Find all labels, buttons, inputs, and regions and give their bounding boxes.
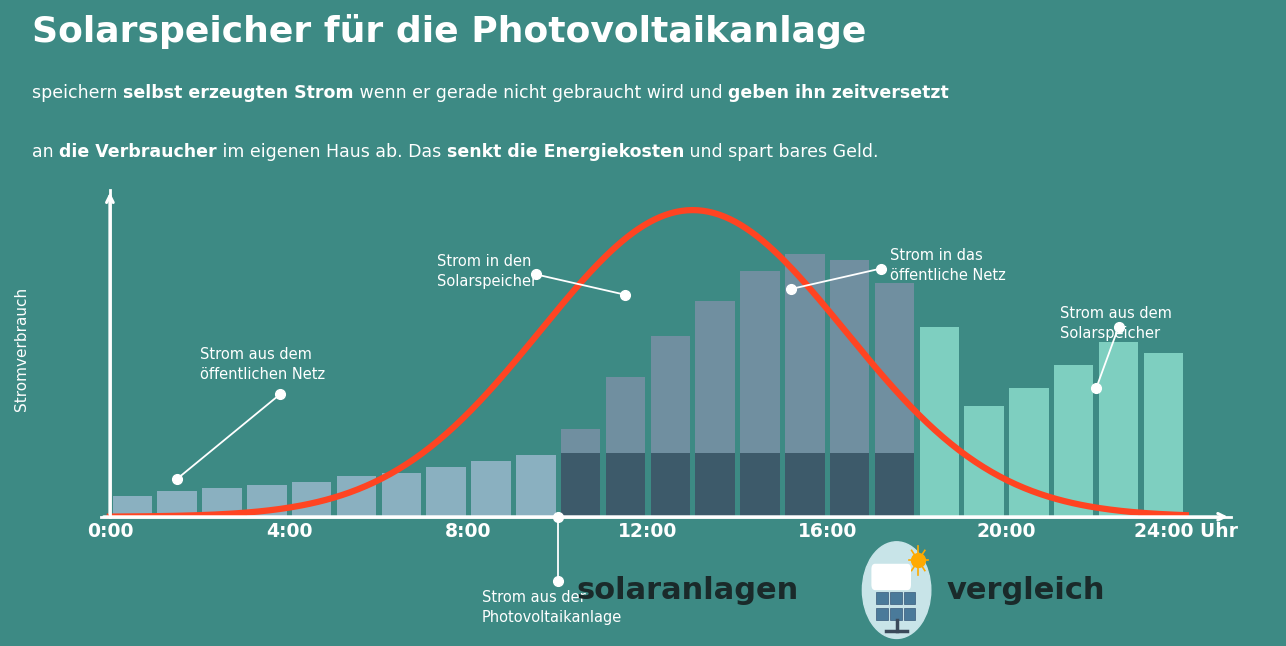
Bar xyxy=(427,467,466,517)
Text: speichern: speichern xyxy=(32,84,123,101)
Text: Stromverbrauch: Stromverbrauch xyxy=(14,287,30,411)
Bar xyxy=(829,260,869,453)
FancyBboxPatch shape xyxy=(877,608,887,620)
FancyBboxPatch shape xyxy=(877,592,887,605)
Bar xyxy=(157,490,197,517)
Text: die Verbraucher: die Verbraucher xyxy=(59,143,217,161)
Ellipse shape xyxy=(863,542,931,638)
Bar xyxy=(784,453,824,517)
FancyBboxPatch shape xyxy=(872,564,910,590)
FancyBboxPatch shape xyxy=(904,592,916,605)
Text: geben ihn zeitversetzt: geben ihn zeitversetzt xyxy=(728,84,949,101)
Text: Strom in das
öffentliche Netz: Strom in das öffentliche Netz xyxy=(890,248,1006,283)
Bar xyxy=(561,453,601,517)
Bar xyxy=(964,406,1004,517)
Bar xyxy=(696,453,734,517)
Bar xyxy=(1010,388,1048,517)
Text: Strom aus dem
Solarspeicher: Strom aus dem Solarspeicher xyxy=(1061,306,1172,341)
Text: Solarspeicher für die Photovoltaikanlage: Solarspeicher für die Photovoltaikanlage xyxy=(32,14,867,49)
Text: selbst erzeugten Strom: selbst erzeugten Strom xyxy=(123,84,354,101)
Text: Strom aus dem
öffentlichen Netz: Strom aus dem öffentlichen Netz xyxy=(199,348,324,382)
Bar xyxy=(1055,365,1093,517)
Bar xyxy=(561,429,601,453)
Text: wenn er gerade nicht gebraucht wird und: wenn er gerade nicht gebraucht wird und xyxy=(354,84,728,101)
Text: solaranlagen: solaranlagen xyxy=(576,576,799,605)
FancyBboxPatch shape xyxy=(904,608,916,620)
Bar xyxy=(516,455,556,517)
Bar xyxy=(829,453,869,517)
Bar xyxy=(471,461,511,517)
Bar xyxy=(741,271,779,453)
Bar xyxy=(741,453,779,517)
Bar xyxy=(1098,342,1138,517)
Bar xyxy=(247,484,287,517)
Bar xyxy=(606,377,646,453)
Bar xyxy=(696,300,734,453)
Bar xyxy=(202,488,242,517)
Bar xyxy=(1143,353,1183,517)
Bar xyxy=(113,496,152,517)
Bar xyxy=(651,453,691,517)
Bar xyxy=(292,482,332,517)
Bar xyxy=(874,283,914,453)
Text: senkt die Energiekosten: senkt die Energiekosten xyxy=(446,143,684,161)
FancyBboxPatch shape xyxy=(890,608,901,620)
Text: Strom aus der
Photovoltaikanlage: Strom aus der Photovoltaikanlage xyxy=(482,590,622,625)
Bar xyxy=(874,453,914,517)
Text: Strom in den
Solarspeicher: Strom in den Solarspeicher xyxy=(437,254,538,289)
Text: vergleich: vergleich xyxy=(946,576,1106,605)
Bar xyxy=(651,336,691,453)
FancyBboxPatch shape xyxy=(890,592,901,605)
Bar xyxy=(919,327,959,517)
Bar xyxy=(606,453,646,517)
Bar xyxy=(382,473,421,517)
Text: im eigenen Haus ab. Das: im eigenen Haus ab. Das xyxy=(217,143,446,161)
Bar xyxy=(784,254,824,453)
Bar xyxy=(337,476,377,517)
Text: an: an xyxy=(32,143,59,161)
Text: und spart bares Geld.: und spart bares Geld. xyxy=(684,143,878,161)
